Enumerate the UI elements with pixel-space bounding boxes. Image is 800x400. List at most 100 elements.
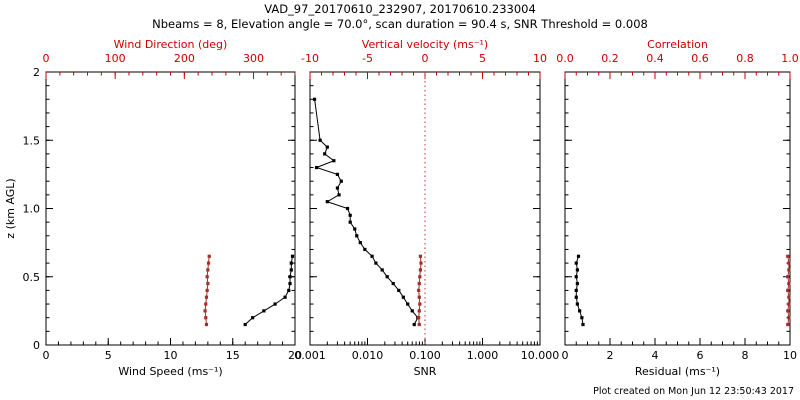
y-axis-label: z (km AGL) — [4, 178, 17, 238]
plot-title: VAD_97_20170610_232907, 20170610.233004 — [264, 2, 536, 16]
wind-speed-marker — [287, 288, 291, 292]
snr-marker — [358, 241, 362, 245]
wind-direction-marker — [203, 309, 207, 313]
wind-speed-marker — [273, 302, 277, 306]
bottom-tick-label: 10.000 — [521, 349, 560, 362]
vertical-velocity-marker — [417, 295, 421, 299]
vertical-velocity-marker — [419, 261, 423, 265]
top-tick-label: 0 — [43, 52, 50, 65]
y-tick-label: 1.5 — [23, 134, 41, 147]
correlation-marker — [786, 288, 790, 292]
correlation-marker — [787, 281, 791, 286]
vertical-velocity-marker — [417, 309, 421, 313]
top-axis-label: Vertical velocity (ms⁻¹) — [362, 38, 488, 51]
plot-subtitle: Nbeams = 8, Elevation angle = 70.0°, sca… — [152, 17, 648, 31]
residual-marker — [575, 302, 579, 306]
wind-speed-marker — [288, 281, 292, 286]
top-tick-label: -5 — [362, 52, 373, 65]
vertical-velocity-marker — [417, 322, 421, 327]
bottom-tick-label: 10 — [164, 349, 178, 362]
residual-marker — [575, 268, 579, 272]
snr-marker — [337, 193, 341, 197]
residual-marker — [574, 261, 578, 265]
top-axis-label: Wind Direction (deg) — [114, 38, 228, 51]
snr-marker — [406, 302, 410, 306]
bottom-tick-label: 5 — [105, 349, 112, 362]
snr-marker — [345, 206, 350, 211]
residual-marker — [578, 309, 582, 313]
bottom-tick-label: 0.001 — [294, 349, 326, 362]
vertical-velocity-marker — [418, 302, 422, 306]
correlation-marker — [787, 261, 791, 265]
residual-panel-frame — [564, 71, 791, 346]
snr-marker — [353, 227, 357, 231]
vertical-velocity-marker — [418, 275, 422, 279]
bottom-tick-label: 8 — [742, 349, 749, 362]
y-tick-label: 0 — [33, 339, 40, 352]
bottom-axis-label: Residual (ms⁻¹) — [635, 365, 720, 378]
top-tick-label: 0.2 — [601, 52, 619, 65]
wind-speed-marker — [283, 295, 287, 299]
wind-speed-line — [244, 256, 293, 325]
bottom-tick-label: 1.000 — [467, 349, 499, 362]
wind-speed-marker — [289, 268, 293, 272]
snr-marker — [348, 213, 352, 217]
snr-marker — [312, 97, 317, 101]
top-tick-label: 1.0 — [781, 52, 799, 65]
residual-marker — [574, 275, 578, 279]
snr-marker — [318, 138, 322, 142]
bottom-tick-label: 0.100 — [409, 349, 441, 362]
wind-direction-marker — [206, 268, 210, 272]
bottom-tick-label: 4 — [652, 349, 659, 362]
top-tick-label: 0 — [422, 52, 429, 65]
snr-marker — [397, 288, 401, 292]
wind-speed-marker — [243, 322, 247, 327]
residual-marker — [574, 288, 578, 292]
snr-marker — [410, 309, 414, 313]
y-tick-label: 0.5 — [23, 271, 41, 284]
top-tick-label: 100 — [105, 52, 126, 65]
top-tick-label: 0.8 — [736, 52, 754, 65]
snr-marker — [325, 200, 329, 204]
snr-marker — [335, 186, 340, 190]
wind-speed-marker — [251, 316, 255, 320]
wind-speed-marker — [289, 261, 293, 265]
residual-marker — [575, 281, 579, 286]
bottom-tick-label: 0 — [562, 349, 569, 362]
residual-marker — [581, 322, 585, 327]
wind-direction-marker — [206, 261, 211, 265]
correlation-marker — [786, 254, 790, 258]
correlation-marker — [786, 322, 790, 327]
snr-marker — [401, 295, 405, 299]
wind-direction-marker — [204, 322, 209, 327]
snr-marker — [374, 261, 378, 265]
wind-direction-marker — [206, 281, 210, 286]
correlation-marker — [787, 268, 791, 272]
snr-marker — [332, 159, 336, 163]
vertical-velocity-marker — [418, 254, 422, 258]
wind-direction-marker — [207, 254, 211, 258]
bottom-tick-label: 20 — [288, 349, 302, 362]
wind-direction-marker — [204, 302, 208, 306]
bottom-tick-label: 2 — [607, 349, 614, 362]
bottom-tick-label: 15 — [226, 349, 240, 362]
correlation-marker — [787, 316, 791, 320]
snr-marker — [355, 234, 359, 238]
top-tick-label: 0.6 — [691, 52, 709, 65]
wind-speed-marker — [290, 254, 295, 258]
wind-direction-marker — [205, 275, 209, 279]
snr-marker — [339, 179, 343, 183]
bottom-tick-label: 0.010 — [352, 349, 384, 362]
top-axis-label: Correlation — [647, 38, 708, 51]
y-tick-label: 1.0 — [23, 203, 41, 216]
vertical-velocity-marker — [417, 288, 421, 292]
snr-marker — [370, 254, 374, 258]
top-tick-label: 5 — [479, 52, 486, 65]
y-tick-label: 2 — [33, 66, 40, 79]
wind-panel-frame — [45, 71, 296, 346]
top-tick-label: 10 — [533, 52, 547, 65]
snr-marker — [391, 281, 395, 286]
wind-direction-marker — [204, 295, 209, 299]
wind-direction-marker — [204, 316, 208, 320]
